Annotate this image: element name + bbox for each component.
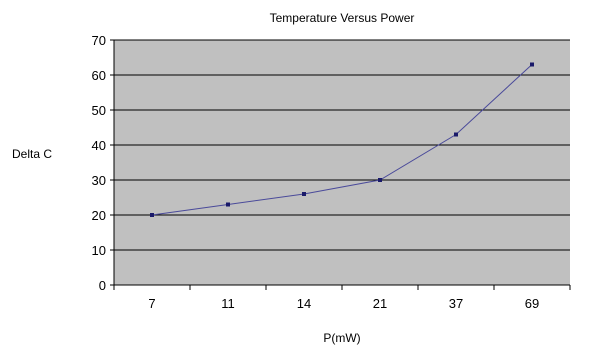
x-tick-label: 21 xyxy=(373,296,387,311)
y-axis-title: Delta C xyxy=(12,147,52,161)
y-tick-label: 30 xyxy=(92,173,106,188)
plot-area xyxy=(114,40,570,285)
y-axis-ticks: 0 10 20 30 40 50 60 70 xyxy=(92,33,114,293)
data-point-11 xyxy=(226,202,230,207)
data-point-37 xyxy=(454,132,458,137)
data-point-69 xyxy=(530,62,534,67)
y-tick-label: 40 xyxy=(92,138,106,153)
data-markers xyxy=(150,62,534,217)
data-point-21 xyxy=(378,178,382,182)
y-tick-label: 0 xyxy=(99,278,106,293)
y-tick-label: 50 xyxy=(92,103,106,118)
y-tick-label: 60 xyxy=(92,68,106,83)
x-tick-label: 14 xyxy=(297,296,311,311)
x-tick-label: 37 xyxy=(449,296,463,311)
y-tick-label: 20 xyxy=(92,208,106,223)
y-tick-label: 70 xyxy=(92,33,106,48)
series-line xyxy=(151,64,533,216)
data-point-7 xyxy=(150,213,154,217)
data-point-14 xyxy=(302,192,306,196)
gridlines xyxy=(114,39,570,251)
x-axis-title: P(mW) xyxy=(323,331,360,345)
y-tick-label: 10 xyxy=(92,243,106,258)
x-axis-ticks: 7 11 14 21 37 69 xyxy=(113,285,571,311)
chart-title: Temperature Versus Power xyxy=(270,11,415,25)
x-tick-label: 7 xyxy=(148,296,155,311)
x-tick-label: 69 xyxy=(525,296,539,311)
x-tick-label: 11 xyxy=(221,296,235,311)
